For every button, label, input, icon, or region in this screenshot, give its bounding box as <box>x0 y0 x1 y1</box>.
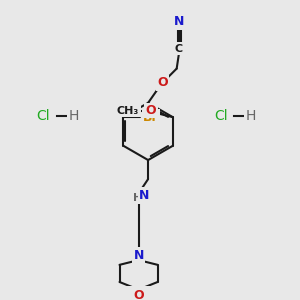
Text: O: O <box>157 76 168 89</box>
Text: Cl: Cl <box>214 109 228 123</box>
Text: H: H <box>246 109 256 123</box>
Text: C: C <box>175 44 183 54</box>
Text: N: N <box>174 15 185 28</box>
Text: H: H <box>133 193 142 203</box>
Text: O: O <box>133 289 144 300</box>
Text: N: N <box>134 249 144 262</box>
Text: CH₃: CH₃ <box>117 106 139 116</box>
Text: H: H <box>69 109 79 123</box>
Text: Br: Br <box>143 111 159 124</box>
Text: Cl: Cl <box>37 109 50 123</box>
Text: O: O <box>146 104 156 117</box>
Text: N: N <box>139 189 149 202</box>
